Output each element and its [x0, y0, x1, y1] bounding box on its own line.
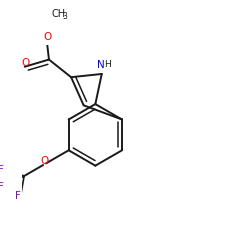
Text: CH: CH — [52, 9, 66, 19]
Text: N: N — [97, 60, 104, 70]
Text: F: F — [0, 165, 4, 175]
Text: 3: 3 — [62, 12, 67, 21]
Text: O: O — [41, 156, 49, 166]
Text: O: O — [22, 58, 30, 68]
Text: F: F — [14, 191, 20, 201]
Text: H: H — [104, 60, 111, 68]
Text: O: O — [44, 32, 52, 42]
Text: F: F — [0, 182, 4, 192]
